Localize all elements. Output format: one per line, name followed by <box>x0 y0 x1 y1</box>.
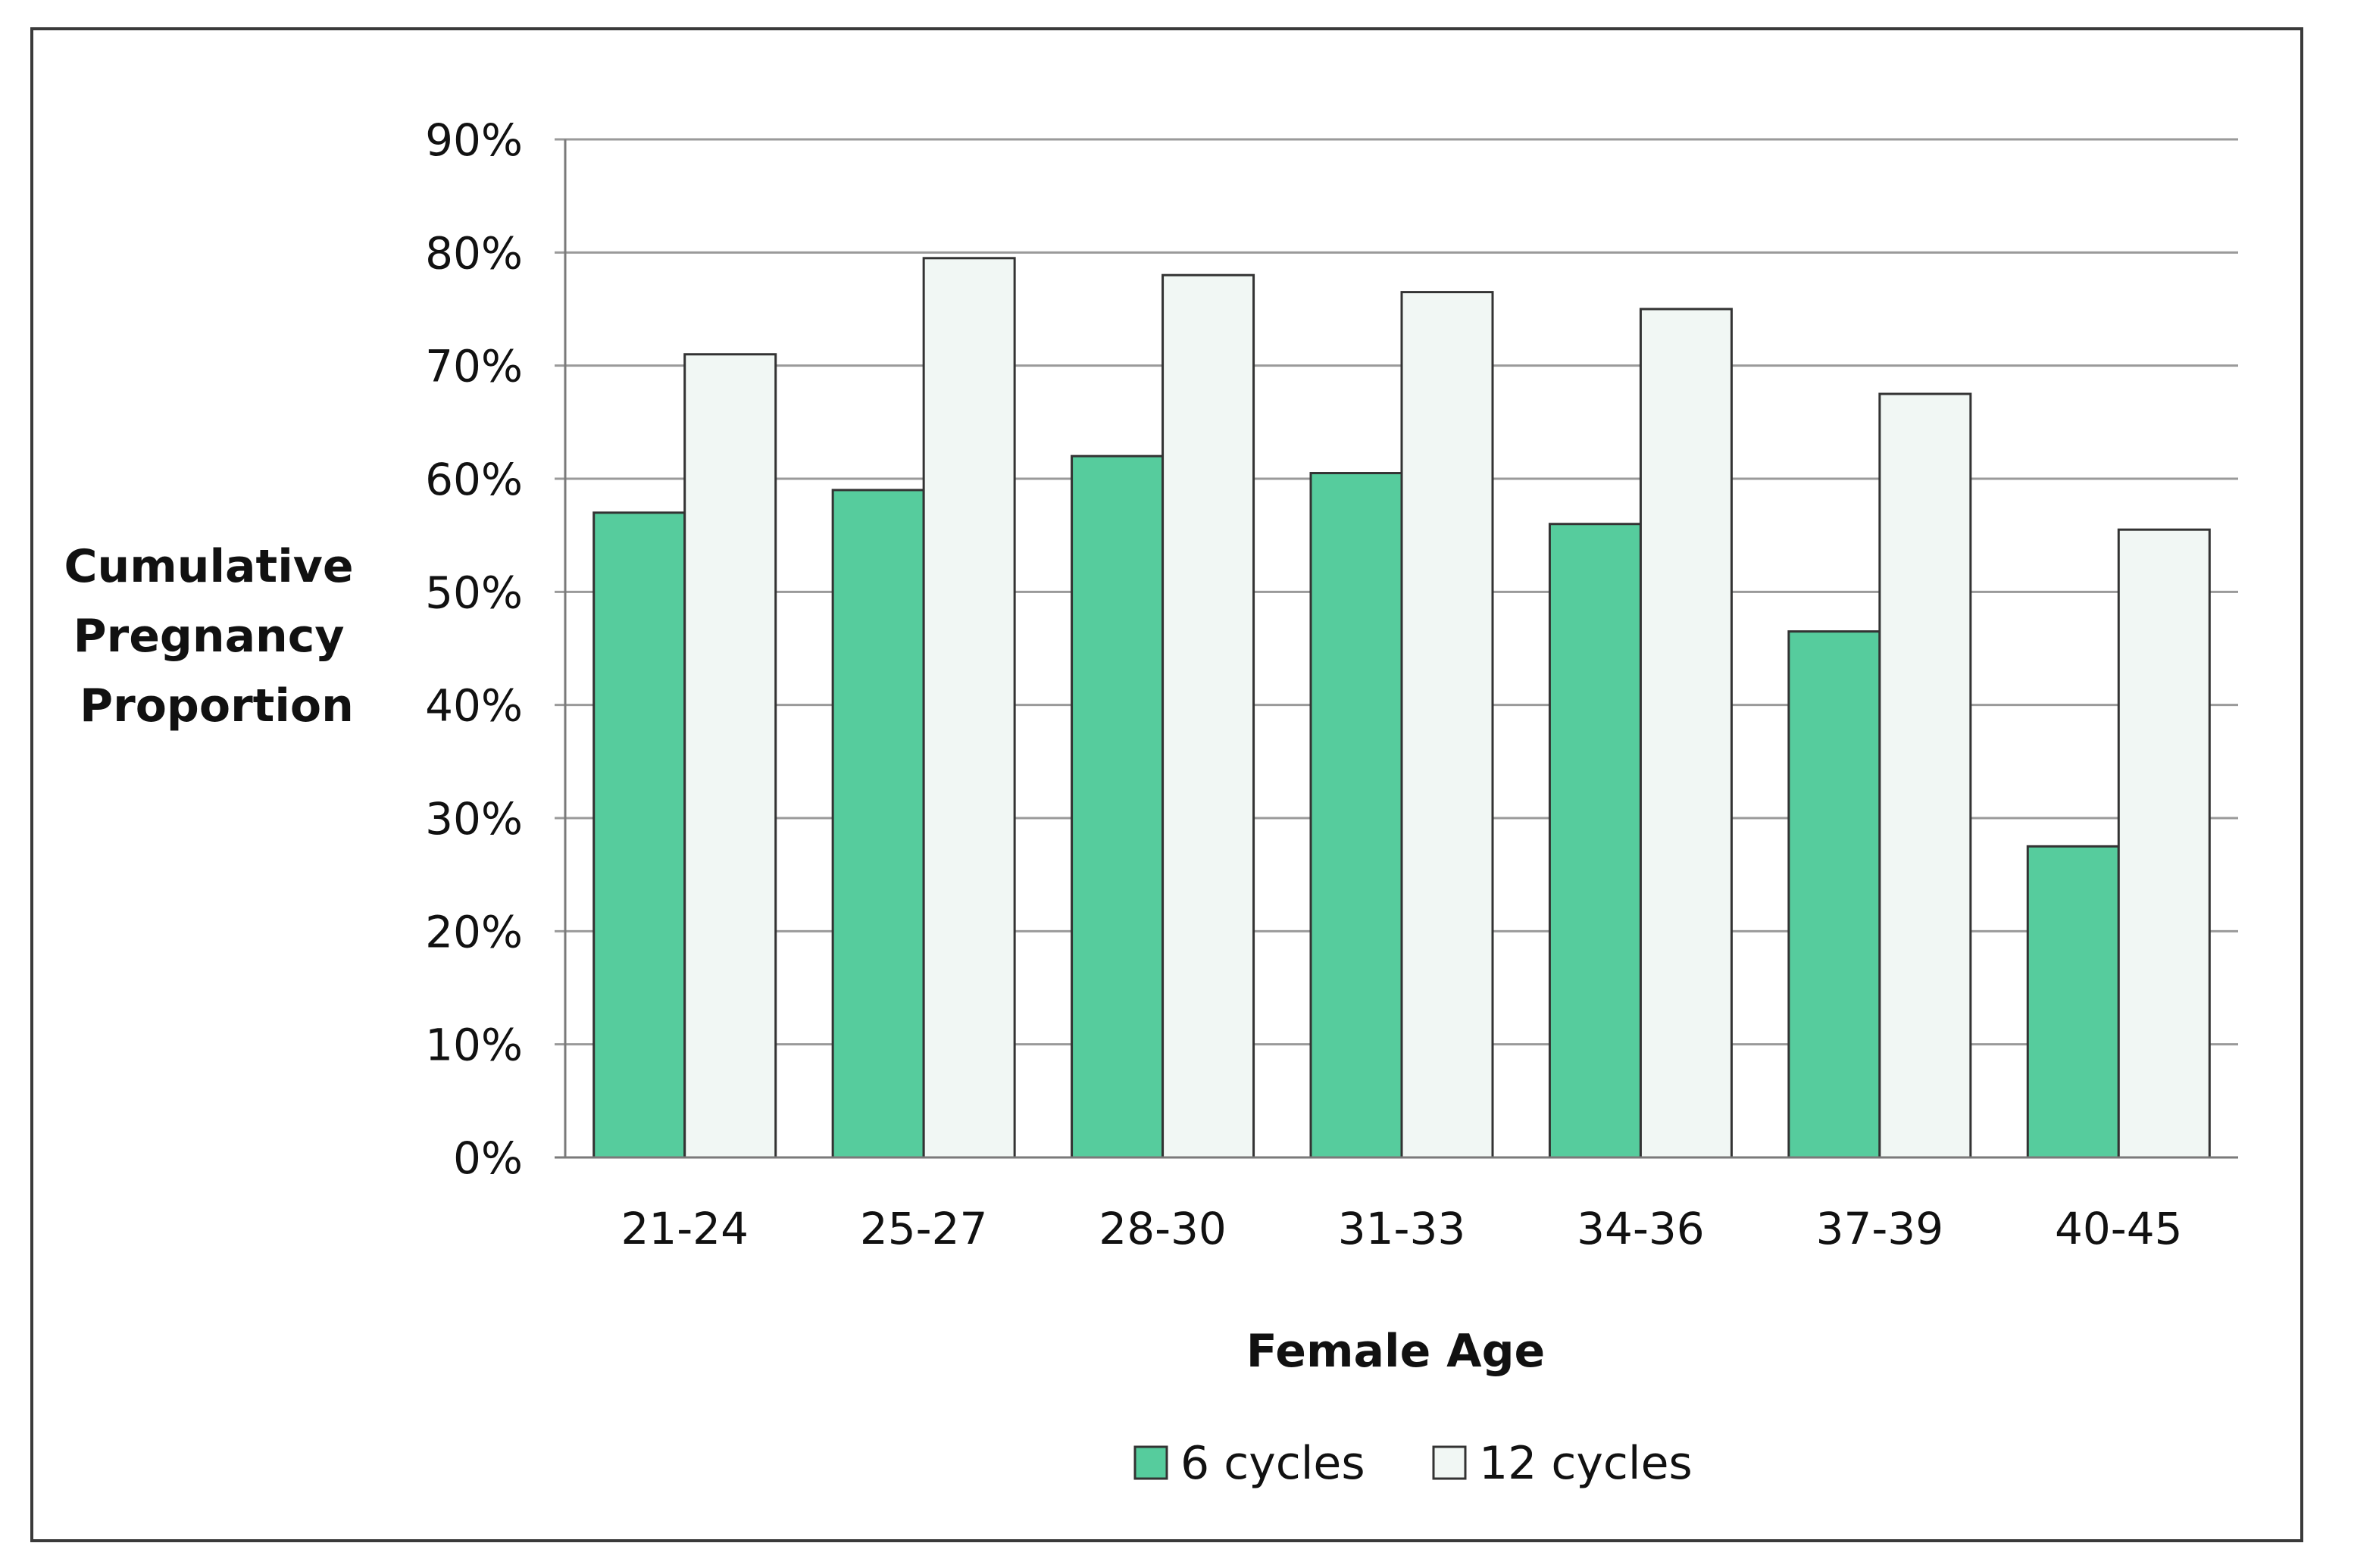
bar-12-cycles-25-27 <box>922 257 1016 1159</box>
bar-12-cycles-34-36 <box>1639 308 1733 1159</box>
y-tick-label: 30% <box>425 793 523 845</box>
x-tick-label: 37-39 <box>1816 1203 1944 1254</box>
y-tick-label: 60% <box>425 454 523 505</box>
y-tick-label: 50% <box>425 567 523 618</box>
y-tick-label: 20% <box>425 906 523 957</box>
x-tick-label: 34-36 <box>1577 1203 1705 1254</box>
x-tick-label: 25-27 <box>860 1203 988 1254</box>
bar-6-cycles-31-33 <box>1309 472 1403 1159</box>
y-tick-labels: 0% 10% 20% 30% 40% 50% 60% 70% 80% 90% <box>425 114 523 1184</box>
x-tick-labels: 21-24 25-27 28-30 31-33 34-36 37-39 40-45 <box>621 1203 2182 1254</box>
bar-12-cycles-31-33 <box>1400 291 1494 1159</box>
bars <box>592 257 2211 1159</box>
bar-12-cycles-21-24 <box>683 353 777 1159</box>
x-tick-label: 40-45 <box>2055 1203 2183 1254</box>
y-tick-label: 0% <box>453 1132 523 1184</box>
bar-6-cycles-37-39 <box>1787 630 1881 1159</box>
axes <box>555 139 2238 1159</box>
x-tick-label: 21-24 <box>621 1203 749 1254</box>
x-axis-title: Female Age <box>1246 1325 1545 1378</box>
bar-6-cycles-21-24 <box>592 511 686 1159</box>
legend-swatch-6-cycles <box>1133 1445 1168 1480</box>
bar-12-cycles-37-39 <box>1878 392 1972 1159</box>
y-tick-label: 40% <box>425 680 523 732</box>
x-tick-label: 31-33 <box>1338 1203 1466 1254</box>
y-tick-label: 90% <box>425 114 523 166</box>
bar-6-cycles-25-27 <box>831 489 925 1159</box>
bar-6-cycles-28-30 <box>1071 454 1165 1159</box>
bar-12-cycles-28-30 <box>1161 273 1255 1159</box>
legend-label-12-cycles: 12 cycles <box>1479 1437 1693 1490</box>
bar-6-cycles-40-45 <box>2026 845 2120 1159</box>
x-tick-label: 28-30 <box>1099 1203 1227 1254</box>
y-tick-label: 80% <box>425 227 523 279</box>
bar-6-cycles-34-36 <box>1548 523 1642 1159</box>
y-tick-label: 10% <box>425 1020 523 1071</box>
legend-swatch-12-cycles <box>1432 1445 1467 1480</box>
bar-12-cycles-40-45 <box>2117 528 2211 1159</box>
legend-label-6-cycles: 6 cycles <box>1180 1437 1365 1490</box>
y-axis-title: Cumulative Pregnancy Proportion <box>64 540 370 732</box>
y-tick-label: 70% <box>425 341 523 392</box>
legend: 6 cycles 12 cycles <box>1133 1437 1693 1490</box>
